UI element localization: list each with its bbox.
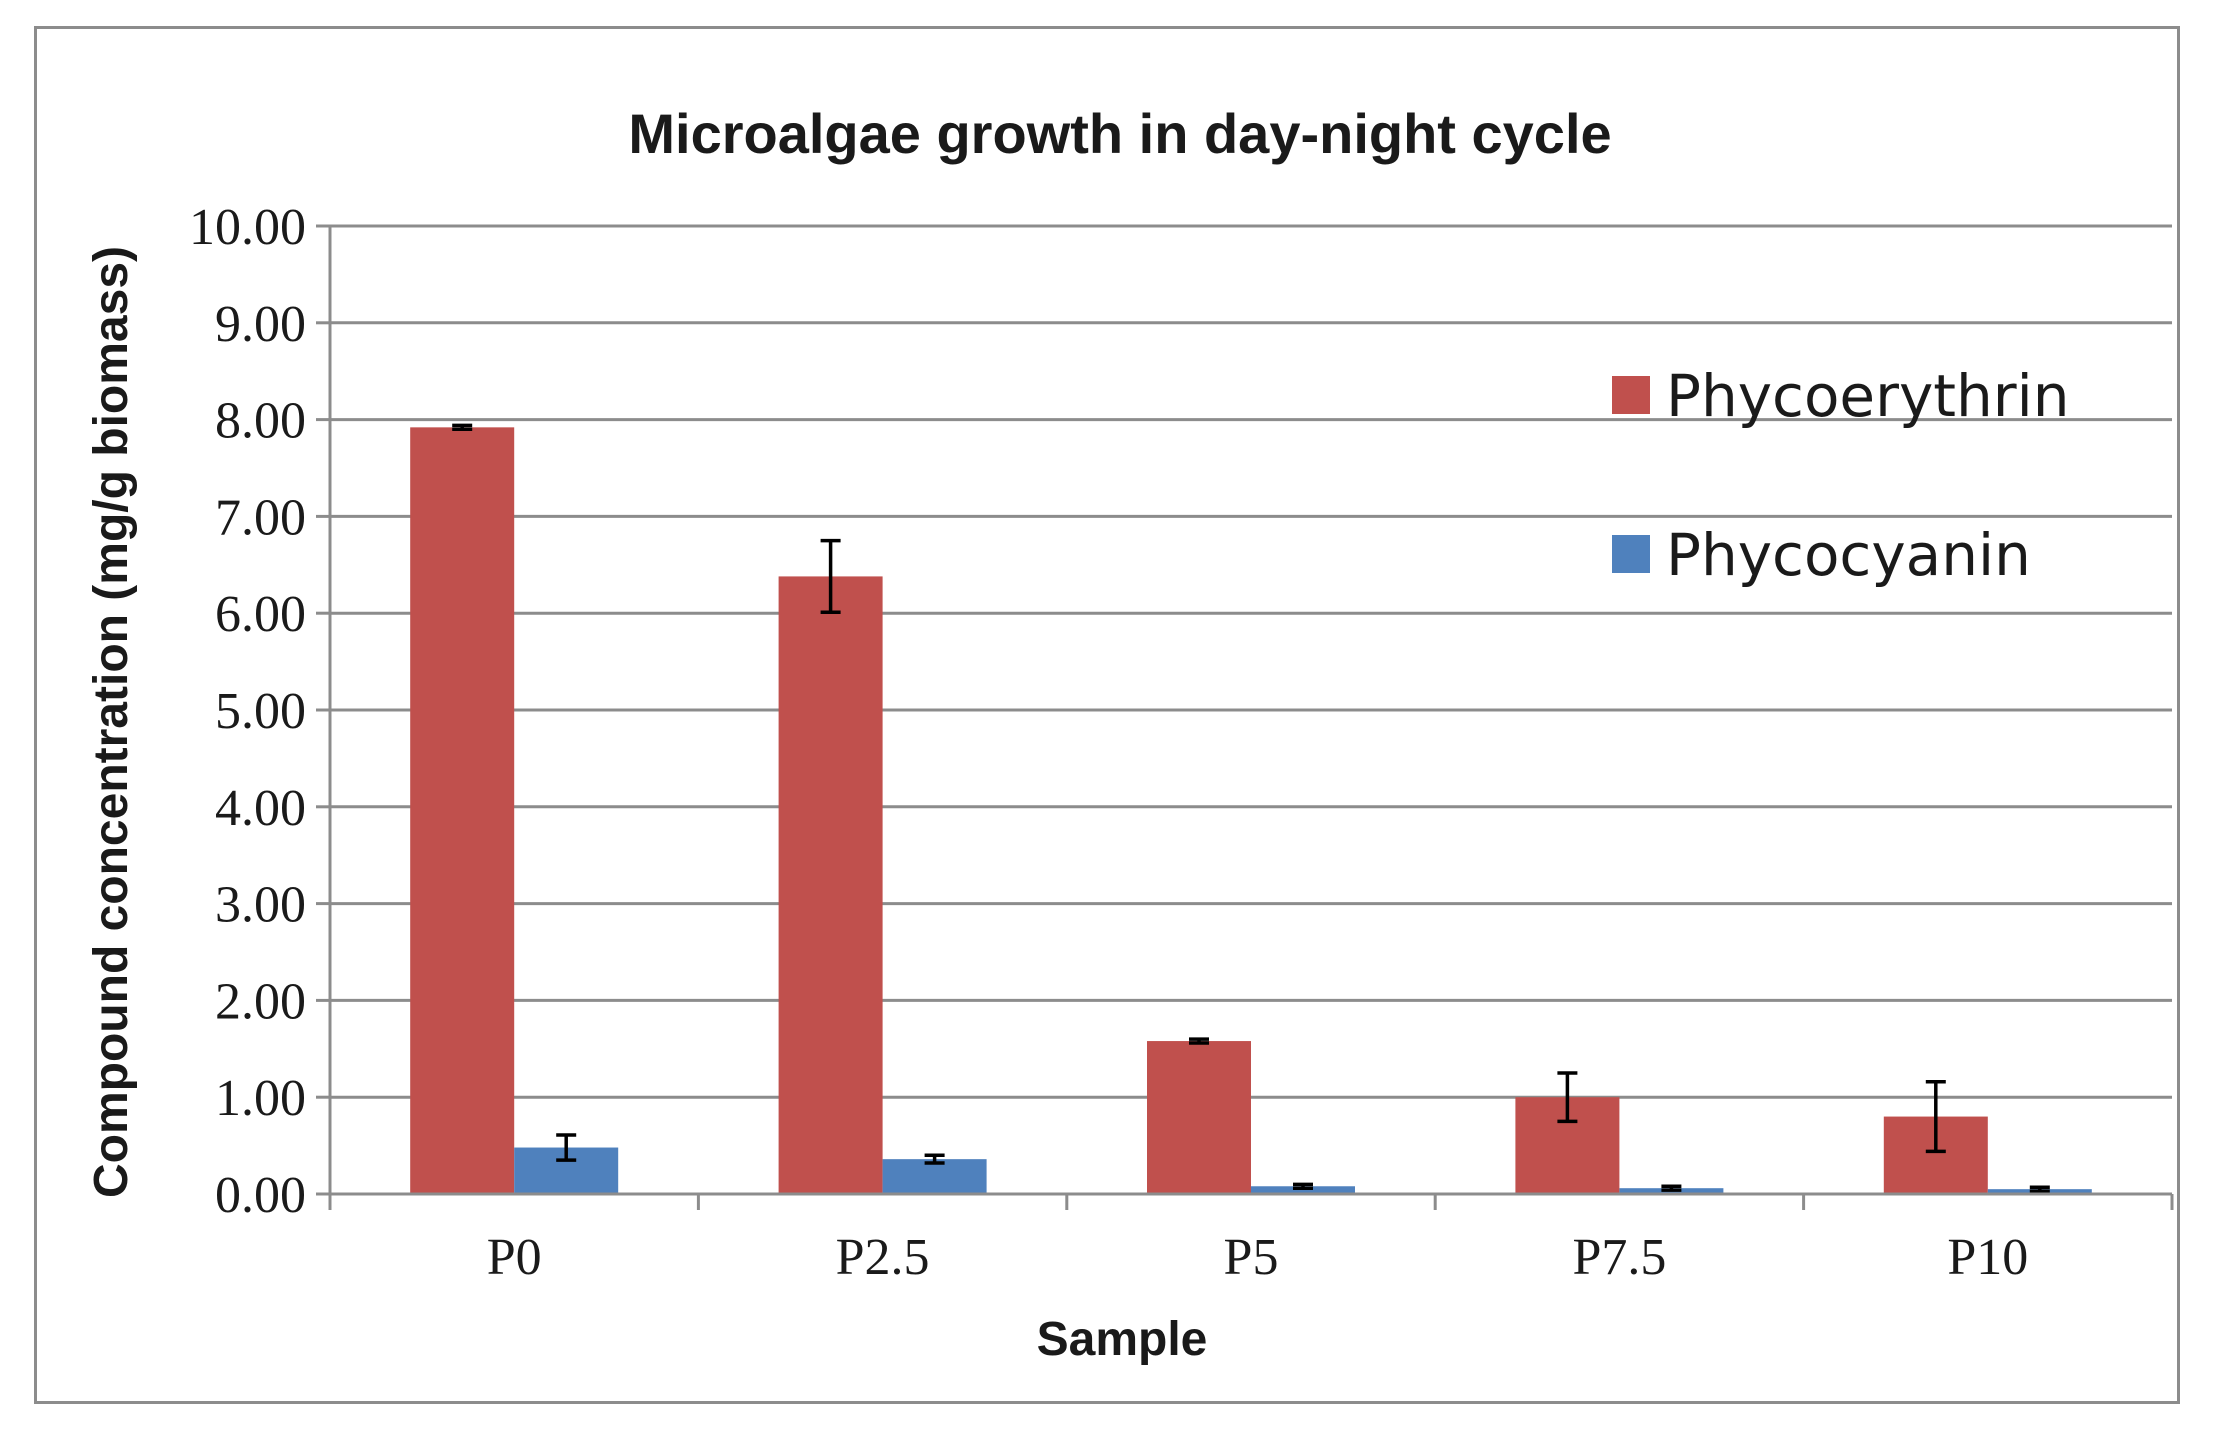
error-bars-layer: [452, 423, 2050, 1193]
y-tick-label: 9.00: [215, 296, 306, 353]
x-tick-label: P5: [1224, 1229, 1279, 1286]
labels-layer: 0.00 1.00 2.00 3.00 4.00 5.00 6.00 7.00 8.00 9.00…: [189, 199, 2028, 1286]
error-bar: [452, 423, 473, 432]
legend-swatch-phycocyanin: [1612, 535, 1650, 573]
legend-label-phycocyanin: Phycocyanin: [1666, 521, 2031, 589]
y-tick-label: 10.00: [189, 199, 306, 256]
error-bar: [1293, 1182, 1313, 1190]
error-bar: [924, 1153, 945, 1165]
x-tick-label: P10: [1947, 1229, 2028, 1286]
x-axis-title: Sample: [1037, 1313, 1208, 1366]
grid-layer: [330, 224, 2172, 1099]
error-bar: [820, 538, 841, 614]
error-bar: [556, 1133, 577, 1162]
bar-phycocyanin-p5: [1251, 1186, 1355, 1194]
y-tick-label: 6.00: [215, 586, 306, 643]
bars-layer: [410, 427, 2092, 1194]
error-bar: [2029, 1185, 2050, 1193]
y-tick-label: 4.00: [215, 780, 306, 837]
chart-title: Microalgae growth in day-night cycle: [628, 102, 1611, 165]
error-bar: [1661, 1184, 1682, 1192]
bar-phycocyanin-p2-5: [882, 1159, 987, 1194]
axes-layer: [316, 224, 2174, 1210]
x-tick-label: P2.5: [836, 1229, 930, 1286]
y-axis-title: Compound concentration (mg/g biomass): [85, 246, 138, 1198]
y-tick-label: 7.00: [215, 489, 306, 546]
y-tick-label: 1.00: [215, 1070, 306, 1127]
error-bar: [1925, 1079, 1946, 1154]
legend-swatch-phycoerythrin: [1612, 376, 1650, 414]
y-tick-label: 5.00: [215, 683, 306, 740]
x-tick-label: P0: [487, 1229, 542, 1286]
y-tick-label: 2.00: [215, 973, 306, 1030]
legend-label-phycoerythrin: Phycoerythrin: [1666, 362, 2070, 430]
bar-phycoerythrin-p2-5: [778, 576, 883, 1194]
y-tick-label: 3.00: [215, 877, 306, 934]
x-tick-label: P7.5: [1572, 1229, 1666, 1286]
error-bar: [1557, 1071, 1578, 1124]
y-tick-label: 0.00: [215, 1167, 306, 1224]
chart-frame: 0.00 1.00 2.00 3.00 4.00 5.00 6.00 7.00 8.00 9.00…: [34, 26, 2180, 1404]
error-bar: [1189, 1037, 1209, 1045]
chart-svg: 0.00 1.00 2.00 3.00 4.00 5.00 6.00 7.00 8.00 9.00…: [85, 102, 2174, 1366]
y-tick-label: 8.00: [215, 393, 306, 450]
bar-phycoerythrin-p5: [1147, 1041, 1251, 1194]
legend: Phycoerythrin Phycocyanin: [1612, 362, 2070, 589]
bar-phycoerythrin-p0: [410, 427, 515, 1194]
